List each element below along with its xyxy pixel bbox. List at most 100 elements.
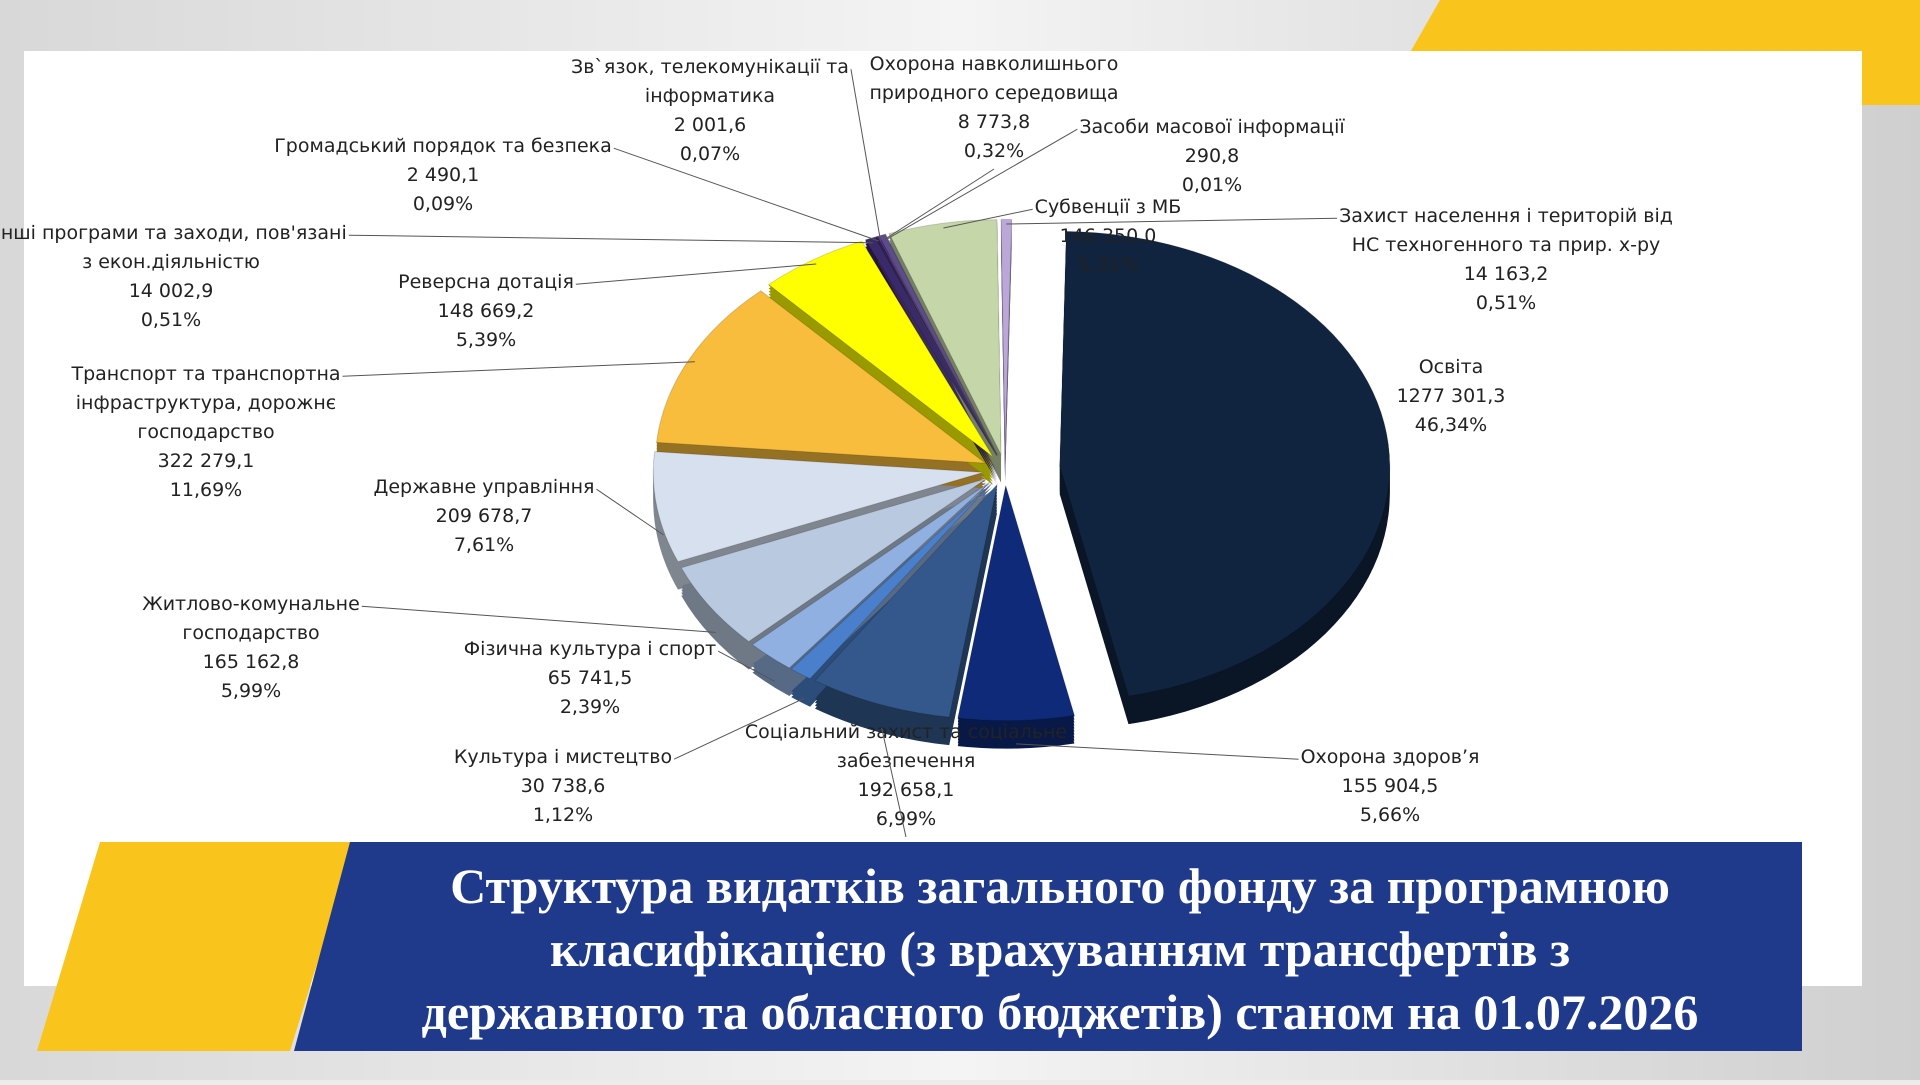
chart-title: Структура видатків загального фонду за п… <box>450 858 1670 914</box>
value-label: 148 669,2 <box>438 300 535 322</box>
value-label: 14 002,9 <box>129 280 214 302</box>
value-label: 146 350,0 <box>1060 225 1157 247</box>
value-label: 322 279,1 <box>158 450 255 472</box>
percent-label: 0,51% <box>1476 292 1536 314</box>
percent-label: 11,69% <box>170 479 242 501</box>
category-label: Інші програми та заходи, пов'язані <box>0 222 347 244</box>
category-label: Фізична культура і спорт <box>464 638 716 660</box>
value-label: 209 678,7 <box>436 505 533 527</box>
percent-label: 0,51% <box>141 309 201 331</box>
slice <box>680 478 987 643</box>
value-label: 165 162,8 <box>203 651 300 673</box>
data-label: Охорона навколишнього природного середови… <box>869 53 1118 162</box>
percent-label: 5,39% <box>456 329 516 351</box>
leader-line <box>673 697 805 760</box>
category-label: з екон.діяльністю <box>82 251 260 273</box>
percent-label: 5,99% <box>221 680 281 702</box>
slice <box>751 481 991 669</box>
value-label: 290,8 <box>1185 145 1239 167</box>
leader-line <box>887 128 1078 240</box>
slice <box>1000 218 1013 455</box>
data-label: Інші програми та заходи, пов'язані з екон… <box>0 222 347 331</box>
category-label: Освіта <box>1419 356 1484 378</box>
data-label: Транспорт та транспортна інфраструктура, … <box>70 363 340 501</box>
data-label: Реверсна дотація 148 669,2 5,39% <box>398 271 574 351</box>
slice <box>652 451 984 563</box>
value-label: 30 738,6 <box>521 775 606 797</box>
leader-line <box>718 650 775 682</box>
slice <box>790 482 993 680</box>
data-label: Громадський порядок та безпека 2 490,1 0,0… <box>274 135 612 215</box>
chart-title: державного та обласного бюджетів) станом… <box>422 984 1699 1040</box>
data-label: Соціальний захист та соціальне забезпечен… <box>745 721 1067 830</box>
category-label: Соціальний захист та соціальне <box>745 721 1067 743</box>
leader-line <box>850 69 881 241</box>
value-label: 155 904,5 <box>1342 775 1439 797</box>
chart: Освіта 1277 301,3 46,34% Охорона здоров’я 15… <box>0 53 1673 838</box>
percent-label: 5,66% <box>1360 804 1420 826</box>
percent-label: 0,09% <box>413 193 473 215</box>
category-label: Реверсна дотація <box>398 271 574 293</box>
category-label: Субвенції з МБ <box>1035 196 1182 218</box>
category-label: Громадський порядок та безпека <box>274 135 612 157</box>
value-label: 192 658,1 <box>858 779 955 801</box>
leader-line <box>943 208 1033 229</box>
slice <box>874 235 998 456</box>
leader-line <box>361 605 716 633</box>
data-label: Захист населення і територій від НС техно… <box>1339 205 1673 314</box>
percent-label: 0,07% <box>680 143 740 165</box>
percent-label: 0,01% <box>1182 174 1242 196</box>
data-label: Державне управління 209 678,7 7,61% <box>374 476 595 556</box>
title: Структура видатків загального фонду за п… <box>422 858 1699 1040</box>
accent <box>37 842 355 1051</box>
category-label: Зв`язок, телекомунікації та <box>571 56 849 78</box>
category-label: НС техногенного та прир. х-ру <box>1352 234 1661 256</box>
category-label: Захист населення і територій від <box>1339 205 1673 227</box>
value-label: 1277 301,3 <box>1397 385 1506 407</box>
category-label: інформатика <box>645 85 775 107</box>
title-banner <box>294 842 1802 1051</box>
percent-label: 0,32% <box>964 140 1024 162</box>
slice <box>767 240 994 458</box>
slice <box>1059 230 1391 697</box>
value-label: 2 490,1 <box>407 164 480 186</box>
category-label: Охорона здоров’я <box>1301 746 1480 768</box>
category-label: забезпечення <box>837 750 976 772</box>
leader-line <box>884 168 995 240</box>
value-label: 14 163,2 <box>1464 263 1549 285</box>
slice <box>876 235 998 456</box>
data-label: Субвенції з МБ 146 350,0 5,31% <box>1035 196 1182 276</box>
category-label: Транспорт та транспортна <box>70 363 340 385</box>
leader-line <box>881 727 907 838</box>
category-label: господарство <box>182 622 319 644</box>
percent-label: 46,34% <box>1415 414 1487 436</box>
data-label: Охорона здоров’я 155 904,5 5,66% <box>1301 746 1480 826</box>
category-label: Житлово-комунальне <box>142 593 360 615</box>
slice <box>655 290 987 464</box>
chart-title: класифікацією (з врахуванням трансфертів… <box>550 921 1570 977</box>
percent-label: 7,61% <box>454 534 514 556</box>
category-label: Охорона навколишнього <box>870 53 1119 75</box>
category-label: господарство <box>137 421 274 443</box>
data-label: Зв`язок, телекомунікації та інформатика 2 … <box>571 56 849 165</box>
slice <box>957 485 1076 722</box>
category-label: Державне управління <box>374 476 595 498</box>
leader-line <box>348 234 873 244</box>
value-label: 2 001,6 <box>674 114 747 136</box>
category-label: Культура і мистецтво <box>454 746 672 768</box>
data-label: Фізична культура і спорт 65 741,5 2,39% <box>464 638 716 718</box>
slice <box>884 233 998 456</box>
percent-label: 2,39% <box>560 696 620 718</box>
leader-line <box>1016 743 1299 760</box>
leader-line <box>613 147 879 242</box>
leader-line <box>575 263 817 285</box>
leader-line <box>596 488 664 536</box>
category-label: природного середовища <box>869 82 1118 104</box>
category-label: інфраструктура, дорожнє <box>76 392 336 414</box>
data-label: Засоби масової інформації 290,8 0,01% <box>1079 116 1345 196</box>
slice <box>888 219 1002 455</box>
percent-label: 1,12% <box>533 804 593 826</box>
slice <box>814 482 998 718</box>
category-label: Засоби масової інформації <box>1079 116 1345 138</box>
